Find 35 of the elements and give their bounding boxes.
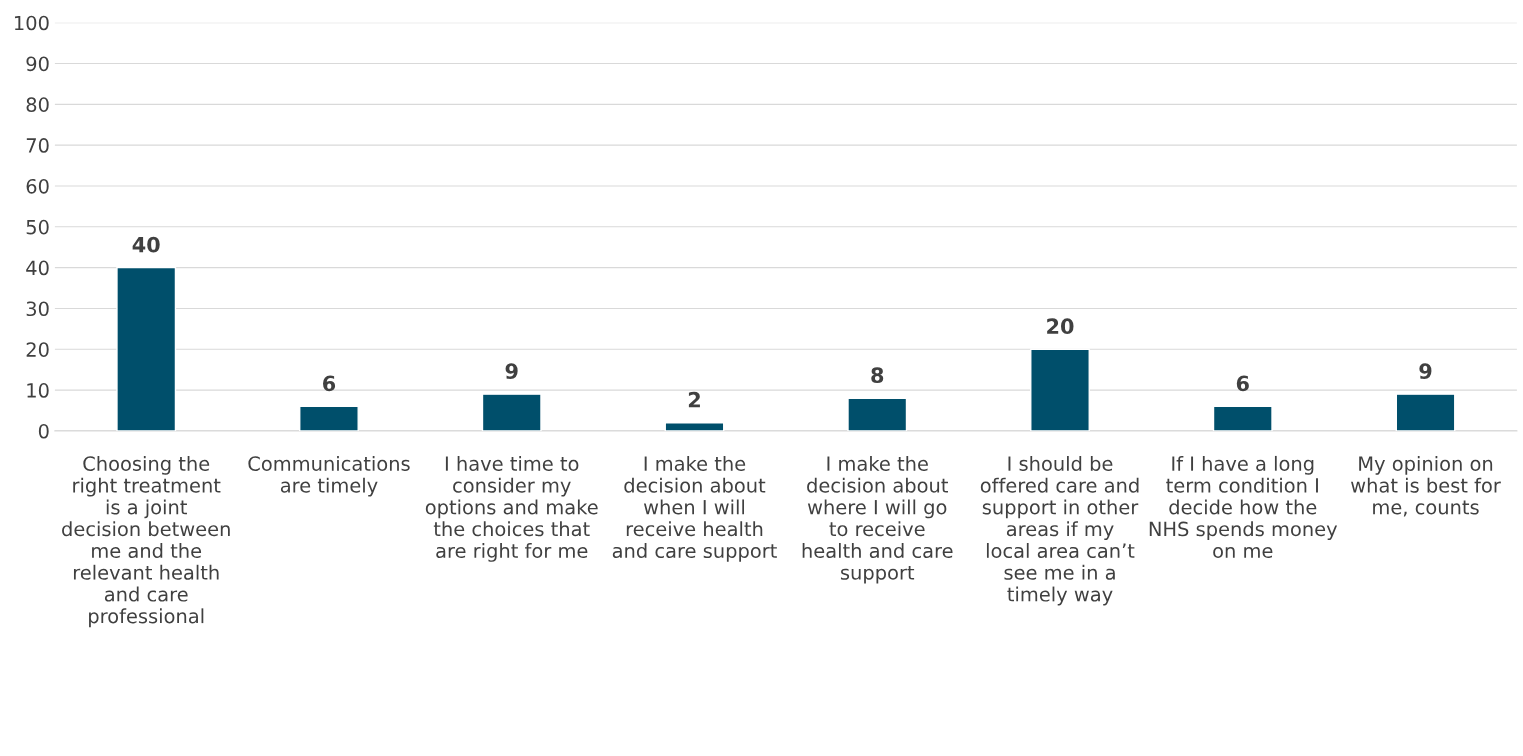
y-tick-label: 20 bbox=[26, 342, 49, 357]
x-tick-label: Communications are timely bbox=[248, 455, 410, 497]
data-label: 40 bbox=[132, 236, 160, 253]
y-tick-label: 30 bbox=[26, 301, 49, 317]
y-tick-label: 10 bbox=[27, 383, 49, 398]
x-tick-label: I make the decision about when I will receive health and care support bbox=[612, 455, 777, 562]
x-tick-label: I have time to consider my options and make the choices that are right for me bbox=[425, 455, 598, 562]
bar bbox=[847, 397, 908, 431]
y-tick-label: 100 bbox=[14, 15, 49, 31]
data-label: 8 bbox=[871, 367, 884, 384]
bar bbox=[116, 266, 177, 431]
y-tick-label: 0 bbox=[38, 423, 49, 439]
data-label: 9 bbox=[505, 363, 518, 380]
x-tick-label: My opinion on what is best for me, counts bbox=[1351, 455, 1501, 517]
bar bbox=[1395, 393, 1456, 431]
y-tick-label: 80 bbox=[26, 97, 49, 112]
data-label: 6 bbox=[323, 375, 336, 392]
x-tick-label: I should be offered care and support in other areas if my local area can’t see me in a timely way bbox=[980, 455, 1139, 606]
x-tick-label: If I have a long term condition I decide how the NHS spends money on me bbox=[1149, 455, 1338, 559]
y-tick-label: 70 bbox=[26, 138, 49, 153]
data-label: 9 bbox=[1419, 363, 1432, 380]
data-label: 2 bbox=[688, 391, 700, 408]
y-tick-label: 60 bbox=[26, 178, 49, 194]
data-label: 6 bbox=[1236, 375, 1249, 392]
bar bbox=[1030, 348, 1090, 431]
bar bbox=[1212, 405, 1273, 431]
y-tick-label: 40 bbox=[26, 260, 49, 276]
data-label: 20 bbox=[1047, 318, 1074, 335]
bar bbox=[481, 393, 542, 431]
bar bbox=[664, 422, 725, 431]
y-tick-label: 90 bbox=[26, 56, 49, 72]
x-tick-label: I make the decision about where I will go to receive health and care support bbox=[802, 455, 953, 584]
y-tick-label: 50 bbox=[26, 219, 49, 235]
x-tick-label: Choosing the right treatment is a joint decision between me and the relevant health and care professional bbox=[62, 455, 230, 628]
bar bbox=[299, 405, 359, 431]
